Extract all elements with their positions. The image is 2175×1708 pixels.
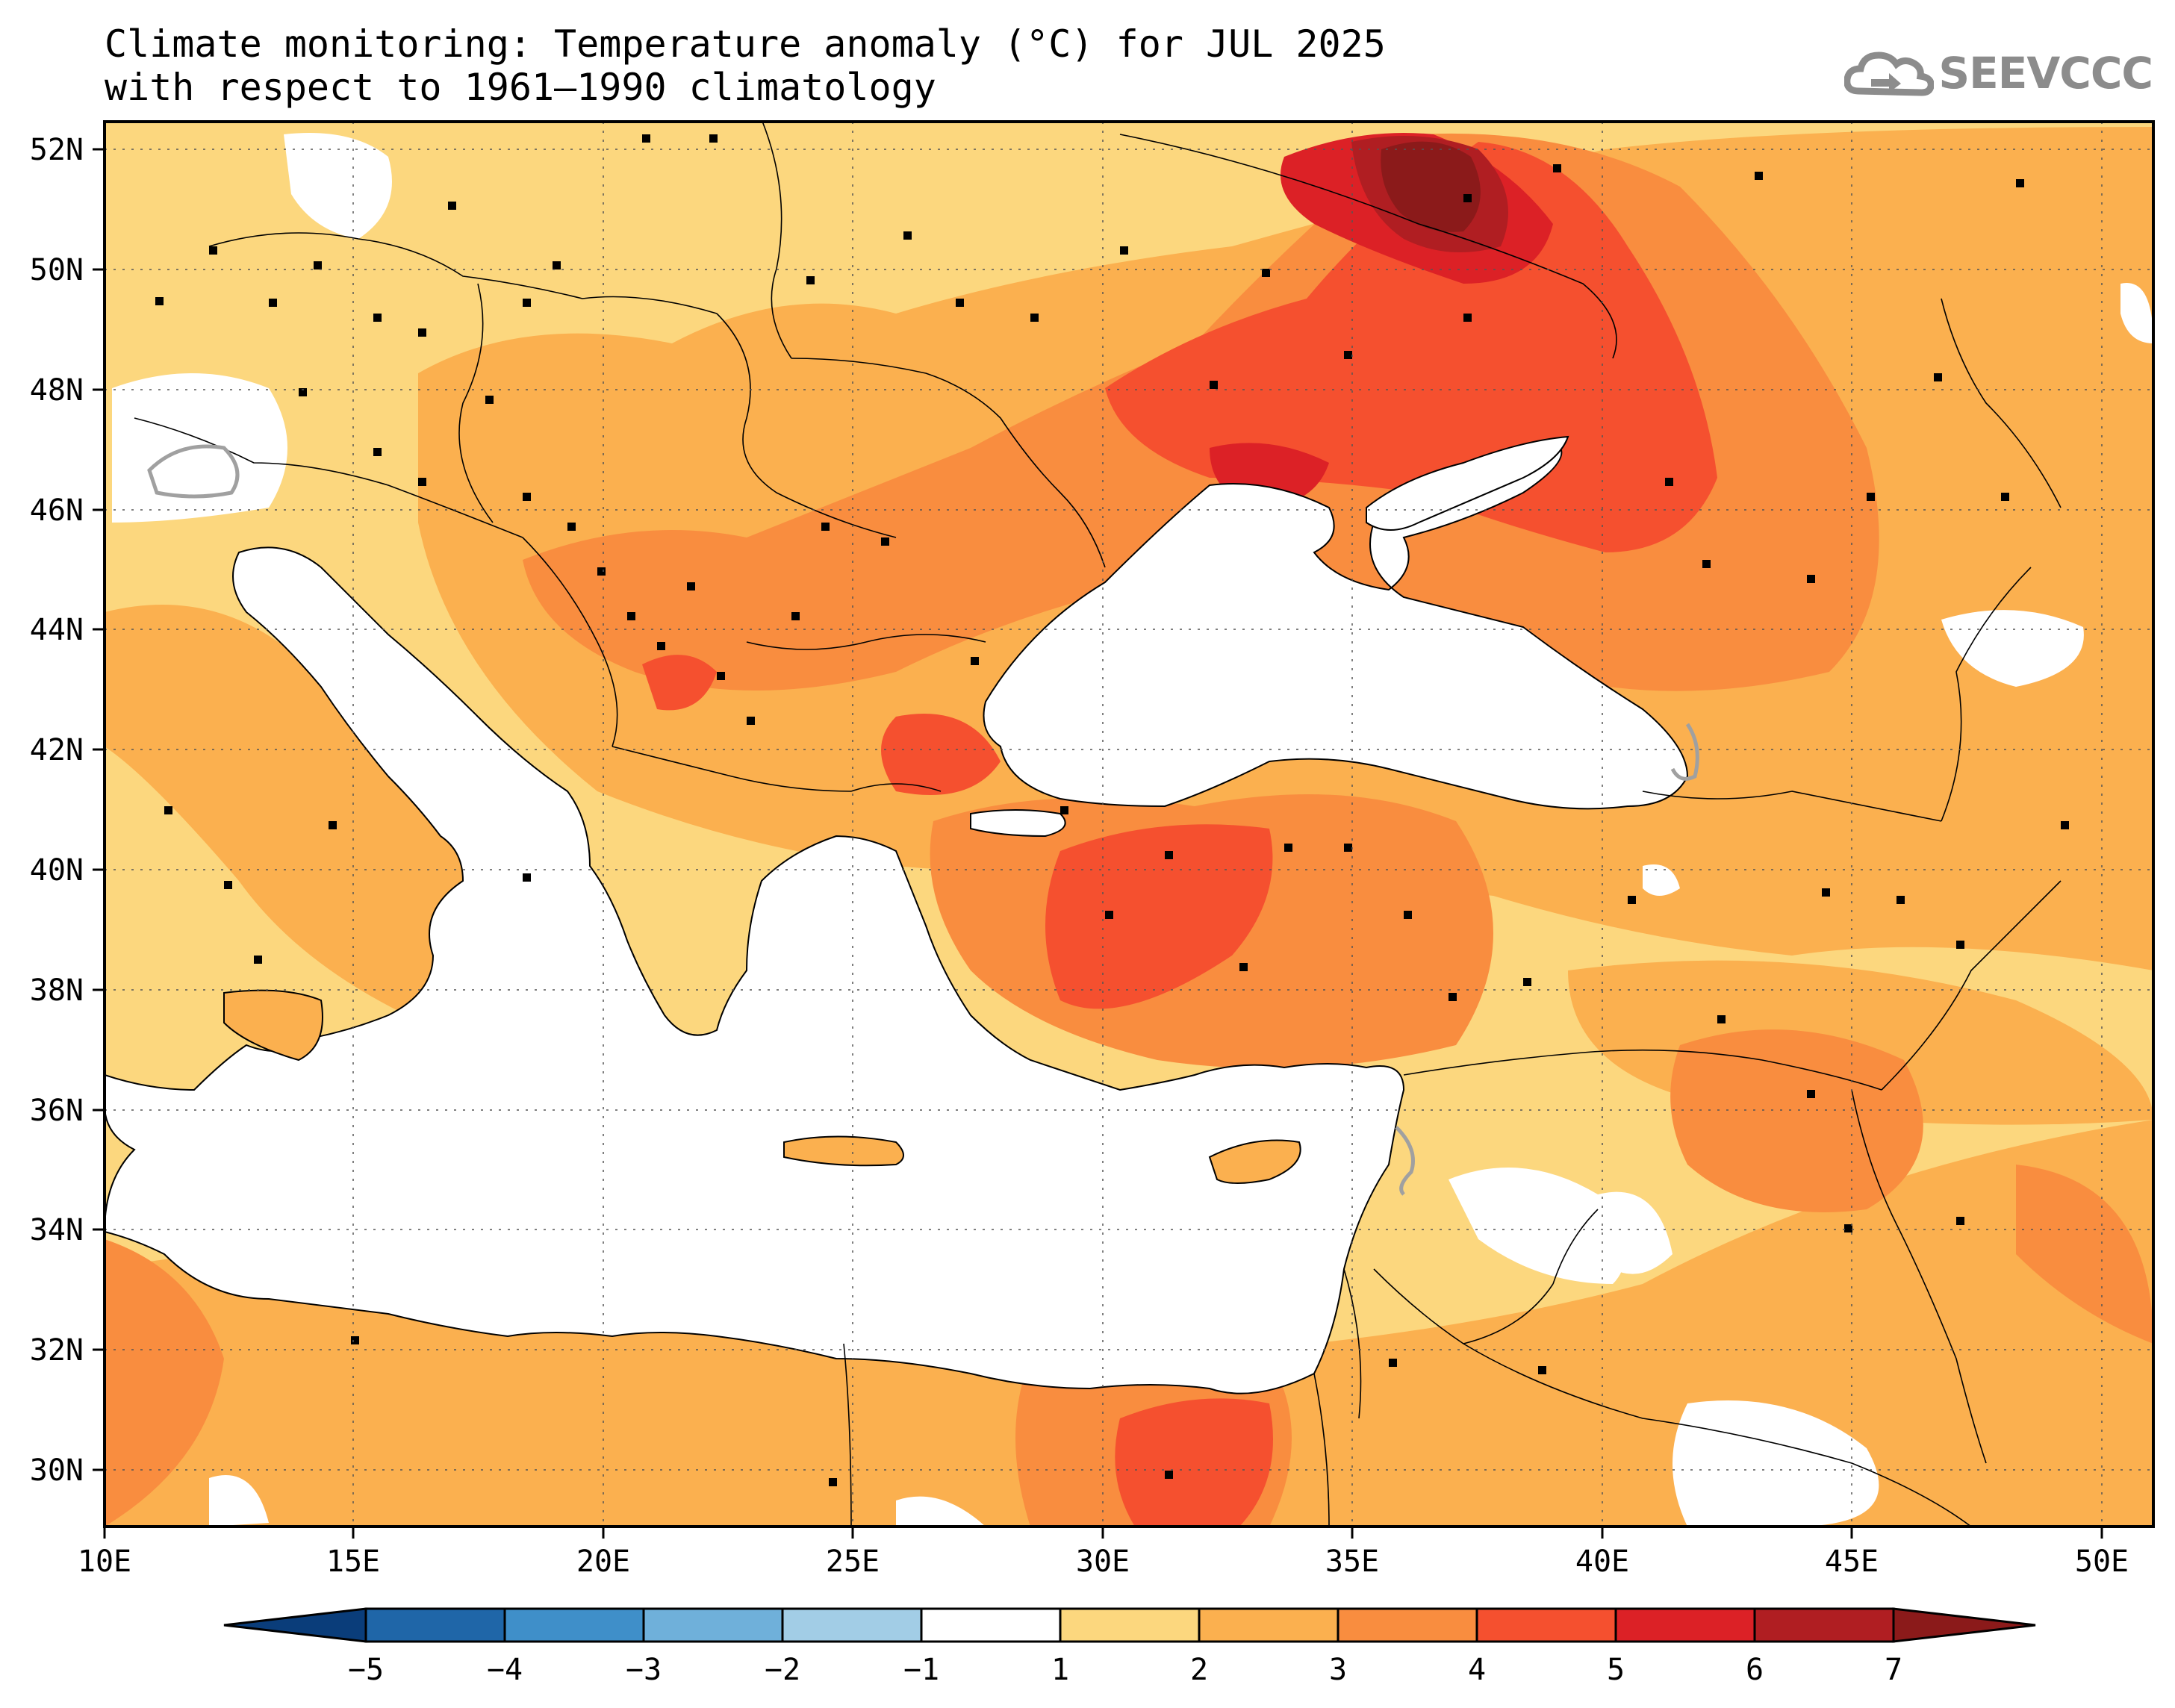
colorbar-label: 3 xyxy=(1329,1653,1347,1687)
lat-label: 50N xyxy=(30,253,84,287)
colorbar-label: 7 xyxy=(1885,1653,1902,1687)
station-markers xyxy=(155,134,2069,1486)
colorbar-segment xyxy=(223,1607,367,1643)
axis-ticks xyxy=(93,148,2103,1539)
lat-label: 34N xyxy=(30,1213,84,1247)
anomaly-zone-above-7 xyxy=(1381,141,1481,232)
colorbar-segment xyxy=(364,1607,506,1643)
sea-areas xyxy=(105,435,1689,1394)
colorbar-segment xyxy=(1198,1607,1339,1643)
colorbar-label: −2 xyxy=(765,1653,800,1687)
colorbar-segment xyxy=(920,1607,1062,1643)
lon-label: 45E xyxy=(1825,1545,1879,1579)
colorbar-segment xyxy=(1892,1607,2036,1643)
lat-label: 40N xyxy=(30,853,84,888)
seevccc-logo: SEEVCCC xyxy=(1844,46,2153,100)
map-plot-area xyxy=(105,122,2153,1527)
colorbar-label: 5 xyxy=(1607,1653,1625,1687)
grey-contours xyxy=(147,444,1699,1196)
lon-label: 30E xyxy=(1076,1545,1130,1579)
lon-label: 25E xyxy=(826,1545,880,1579)
lat-label: 46N xyxy=(30,493,84,528)
map-grid xyxy=(105,122,2153,1527)
logo-text: SEEVCCC xyxy=(1938,48,2153,99)
lon-label: 40E xyxy=(1575,1545,1629,1579)
lat-label: 44N xyxy=(30,613,84,647)
lat-label: 36N xyxy=(30,1094,84,1128)
colorbar-segment xyxy=(1337,1607,1478,1643)
longitude-labels: 10E 15E 20E 25E 30E 35E 40E 45E 50E xyxy=(78,1545,2129,1579)
lon-label: 20E xyxy=(576,1545,630,1579)
colorbar-label: −4 xyxy=(487,1653,523,1687)
colorbar-segment xyxy=(1753,1607,1895,1643)
latitude-labels: 52N 50N 48N 46N 44N 42N 40N 38N 36N 34N … xyxy=(30,133,84,1488)
cloud-logo-icon xyxy=(1844,52,1935,96)
colorbar-segment xyxy=(1475,1607,1617,1643)
colorbar-label: −5 xyxy=(348,1653,384,1687)
lon-label: 50E xyxy=(2075,1545,2129,1579)
colorbar-label: 2 xyxy=(1190,1653,1208,1687)
colorbar-label: 4 xyxy=(1468,1653,1486,1687)
lat-label: 38N xyxy=(30,973,84,1008)
colorbar-label: 6 xyxy=(1746,1653,1764,1687)
lon-label: 15E xyxy=(326,1545,380,1579)
colorbar-segment xyxy=(1059,1607,1201,1643)
lat-label: 30N xyxy=(30,1453,84,1488)
chart-title-line-1: Climate monitoring: Temperature anomaly … xyxy=(105,22,1386,66)
lat-label: 42N xyxy=(30,733,84,767)
colorbar xyxy=(223,1607,2036,1643)
lat-label: 32N xyxy=(30,1333,84,1368)
map-frame xyxy=(103,120,2155,1528)
lon-label: 10E xyxy=(78,1545,131,1579)
colorbar-segment xyxy=(781,1607,923,1643)
lat-label: 48N xyxy=(30,373,84,408)
colorbar-segment xyxy=(503,1607,645,1643)
colorbar-label: −3 xyxy=(626,1653,662,1687)
chart-title-line-2: with respect to 1961–1990 climatology xyxy=(105,66,936,109)
lat-label: 52N xyxy=(30,133,84,167)
colorbar-labels: −5 −4 −3 −2 −1 1 2 3 4 5 6 7 xyxy=(348,1653,1902,1687)
colorbar-label: −1 xyxy=(903,1653,939,1687)
country-borders xyxy=(134,122,2062,1527)
colorbar-label: 1 xyxy=(1051,1653,1069,1687)
lon-label: 35E xyxy=(1325,1545,1379,1579)
colorbar-segment xyxy=(1614,1607,1756,1643)
colorbar-segment xyxy=(642,1607,784,1643)
islands xyxy=(223,989,1301,1184)
